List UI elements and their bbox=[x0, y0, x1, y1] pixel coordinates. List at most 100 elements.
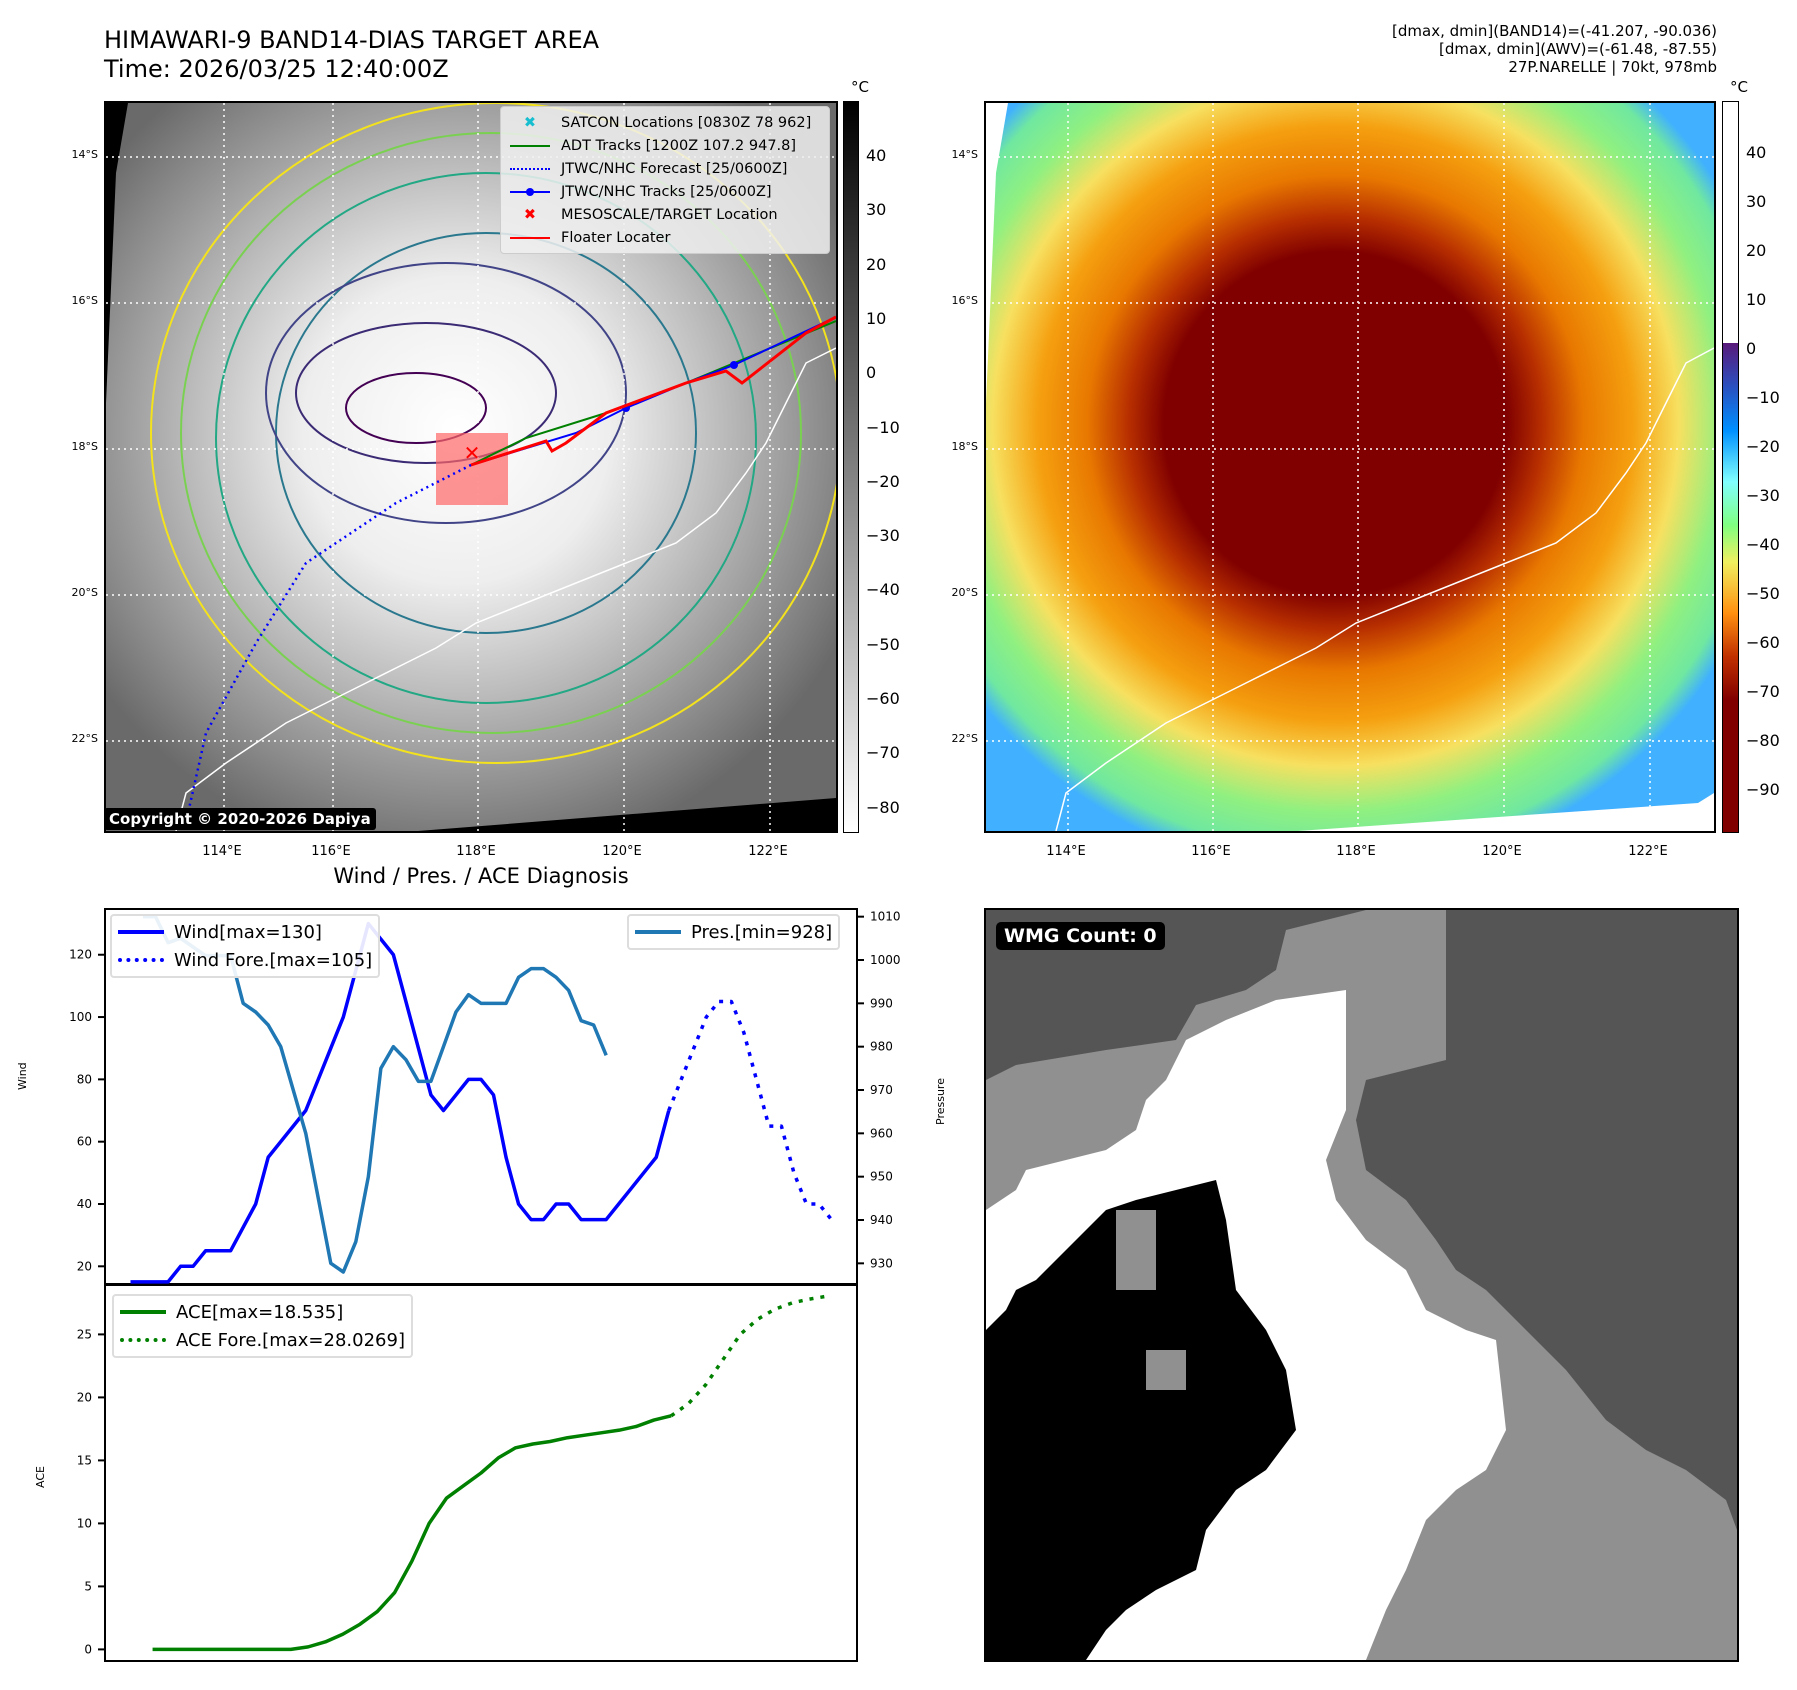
line-icon bbox=[118, 930, 164, 934]
series-line-ace bbox=[152, 1414, 672, 1652]
y-tick-label-right: 940 bbox=[870, 1213, 893, 1227]
line-dot-icon bbox=[507, 187, 553, 196]
map-right-panel bbox=[984, 101, 1716, 833]
ace-chart: 0 5 10 15 20 25 bbox=[77, 1284, 858, 1662]
coastline bbox=[175, 347, 836, 831]
dotted-line-icon bbox=[507, 167, 553, 170]
dotted-line-icon bbox=[120, 1338, 166, 1342]
wind-legend: Wind[max=130] Wind Fore.[max=105] bbox=[110, 914, 381, 978]
title-line-2: Time: 2026/03/25 12:40:00Z bbox=[104, 55, 449, 83]
colorbar-tick-label: 10 bbox=[866, 308, 887, 328]
enhanced-ir-swath bbox=[986, 103, 1714, 831]
lon-tick-label: 118°E bbox=[456, 844, 496, 859]
y-tick-label-right: 990 bbox=[870, 996, 893, 1010]
jtwc-track-point bbox=[730, 361, 738, 369]
y-tick-label: 120 bbox=[69, 948, 92, 962]
target-x-marker: ✕ bbox=[464, 441, 481, 465]
contour-90 bbox=[345, 372, 487, 444]
info-line-1: [dmax, dmin](BAND14)=(-41.207, -90.036) bbox=[1392, 22, 1717, 40]
y-tick-label: 15 bbox=[77, 1453, 92, 1467]
legend-item-adt: ADT Tracks [1200Z 107.2 947.8] bbox=[507, 134, 823, 157]
y-tick-label: 10 bbox=[77, 1516, 92, 1530]
lat-tick-label: 22°S bbox=[71, 732, 98, 745]
colorbar-tick-label: −20 bbox=[1746, 437, 1780, 456]
colorbar-tick-label: −80 bbox=[1746, 731, 1780, 750]
wmg-panel bbox=[984, 908, 1739, 1662]
wmg-class-gray-patch bbox=[1146, 1350, 1186, 1390]
legend-item-ace-forecast: ACE Fore.[max=28.0269] bbox=[120, 1326, 405, 1354]
legend-item-wind: Wind[max=130] bbox=[118, 918, 372, 946]
pressure-axis-label: Pressure bbox=[934, 1078, 947, 1125]
colorbar-tick-label: −60 bbox=[866, 689, 900, 708]
lon-tick-label: 118°E bbox=[1336, 844, 1376, 859]
colorbar-tick-label: −50 bbox=[1746, 584, 1780, 603]
y-tick-label-right: 1010 bbox=[870, 910, 901, 924]
wmg-count-badge: WMG Count: 0 bbox=[996, 922, 1165, 950]
contour-54 bbox=[215, 172, 757, 704]
mesoscale-target-box bbox=[436, 433, 508, 505]
lon-tick-label: 114°E bbox=[202, 844, 242, 859]
lon-tick-label: 122°E bbox=[1628, 844, 1668, 859]
series-line-wind bbox=[130, 921, 671, 1284]
wind-pressure-plot: 20 40 60 80 100 120 930 940 950 960 970 980 990 1000 1… bbox=[69, 908, 901, 1285]
lat-tick-label: 18°S bbox=[71, 440, 98, 453]
y-tick-label-right: 970 bbox=[870, 1083, 893, 1097]
pressure-legend: Pres.[min=928] bbox=[627, 914, 841, 950]
colorbar-tick-label: −70 bbox=[1746, 682, 1780, 701]
legend-item-floater: Floater Locater bbox=[507, 226, 823, 249]
contour-42 bbox=[180, 132, 802, 734]
wmg-image bbox=[986, 910, 1737, 1660]
lon-tick-label: 116°E bbox=[1191, 844, 1231, 859]
legend-item-jtwc-tracks: JTWC/NHC Tracks [25/0600Z] bbox=[507, 180, 823, 203]
colorbar-tick-label: 0 bbox=[1746, 339, 1757, 358]
colorbar-tick-label: 20 bbox=[866, 254, 887, 274]
colorbar-right bbox=[1722, 101, 1739, 833]
colorbar-tick-label: 30 bbox=[866, 200, 887, 220]
colorbar-tick-label: −10 bbox=[866, 417, 900, 437]
colorbar-tick-label: −30 bbox=[866, 526, 900, 546]
figure-title: HIMAWARI-9 BAND14-DIAS TARGET AREA Time:… bbox=[104, 26, 599, 84]
y-tick-label: 40 bbox=[77, 1197, 92, 1211]
colorbar-tick-label: −10 bbox=[1746, 388, 1780, 407]
info-line-2: [dmax, dmin](AWV)=(-61.48, -87.55) bbox=[1438, 40, 1717, 58]
lat-tick-label: 18°S bbox=[951, 440, 978, 453]
line-icon bbox=[635, 930, 681, 934]
ace-axis-label: ACE bbox=[34, 1466, 47, 1488]
x-marker-icon: ✖ bbox=[523, 206, 537, 223]
contour-87 bbox=[295, 322, 557, 464]
colorbar-tick-label: −60 bbox=[1746, 633, 1780, 652]
ace-legend: ACE[max=18.535] ACE Fore.[max=28.0269] bbox=[112, 1294, 413, 1358]
copyright-label: Copyright © 2020-2026 Dapiya bbox=[104, 808, 376, 830]
ace-plot: 0 5 10 15 20 25 bbox=[77, 1284, 858, 1662]
y-tick-label-right: 950 bbox=[870, 1170, 893, 1184]
series-line-wind-fore- bbox=[667, 999, 833, 1221]
y-tick-label-right: 980 bbox=[870, 1040, 893, 1054]
y-tick-label: 25 bbox=[77, 1327, 92, 1341]
chart-title: Wind / Pres. / ACE Diagnosis bbox=[333, 864, 629, 888]
series-line-ace-fore- bbox=[670, 1294, 827, 1418]
wmg-class-black bbox=[986, 1180, 1296, 1660]
coastline bbox=[1055, 347, 1714, 831]
wind-axis-label: Wind bbox=[16, 1062, 29, 1090]
legend-item-ace: ACE[max=18.535] bbox=[120, 1298, 405, 1326]
colorbar-tick-label: −30 bbox=[1746, 486, 1780, 505]
y-tick-label: 20 bbox=[77, 1259, 92, 1273]
y-tick-label: 80 bbox=[77, 1072, 92, 1086]
wind-pressure-chart: 20 40 60 80 100 120 930 940 950 960 970 980 990 1000 1… bbox=[69, 908, 901, 1285]
lon-tick-label: 120°E bbox=[602, 844, 642, 859]
y-tick-label: 5 bbox=[84, 1579, 92, 1593]
colorbar-tick-label: 0 bbox=[866, 363, 877, 383]
contour-64 bbox=[275, 232, 697, 634]
colorbar-left bbox=[843, 101, 859, 833]
lat-tick-label: 20°S bbox=[71, 586, 98, 599]
line-icon bbox=[120, 1310, 166, 1314]
contour-76 bbox=[265, 262, 627, 524]
colorbar-tick-label: −40 bbox=[1746, 535, 1780, 554]
colorbar-tick-label: 40 bbox=[1746, 143, 1767, 162]
colorbar-tick-label: −80 bbox=[866, 797, 900, 817]
info-line-3: 27P.NARELLE | 70kt, 978mb bbox=[1508, 58, 1717, 76]
y-tick-label-right: 960 bbox=[870, 1126, 893, 1140]
legend-item-satcon: ✖ SATCON Locations [0830Z 78 962] bbox=[507, 111, 823, 134]
map-left-image: ✕ bbox=[106, 103, 836, 831]
info-block: [dmax, dmin](BAND14)=(-41.207, -90.036) … bbox=[1392, 22, 1717, 76]
